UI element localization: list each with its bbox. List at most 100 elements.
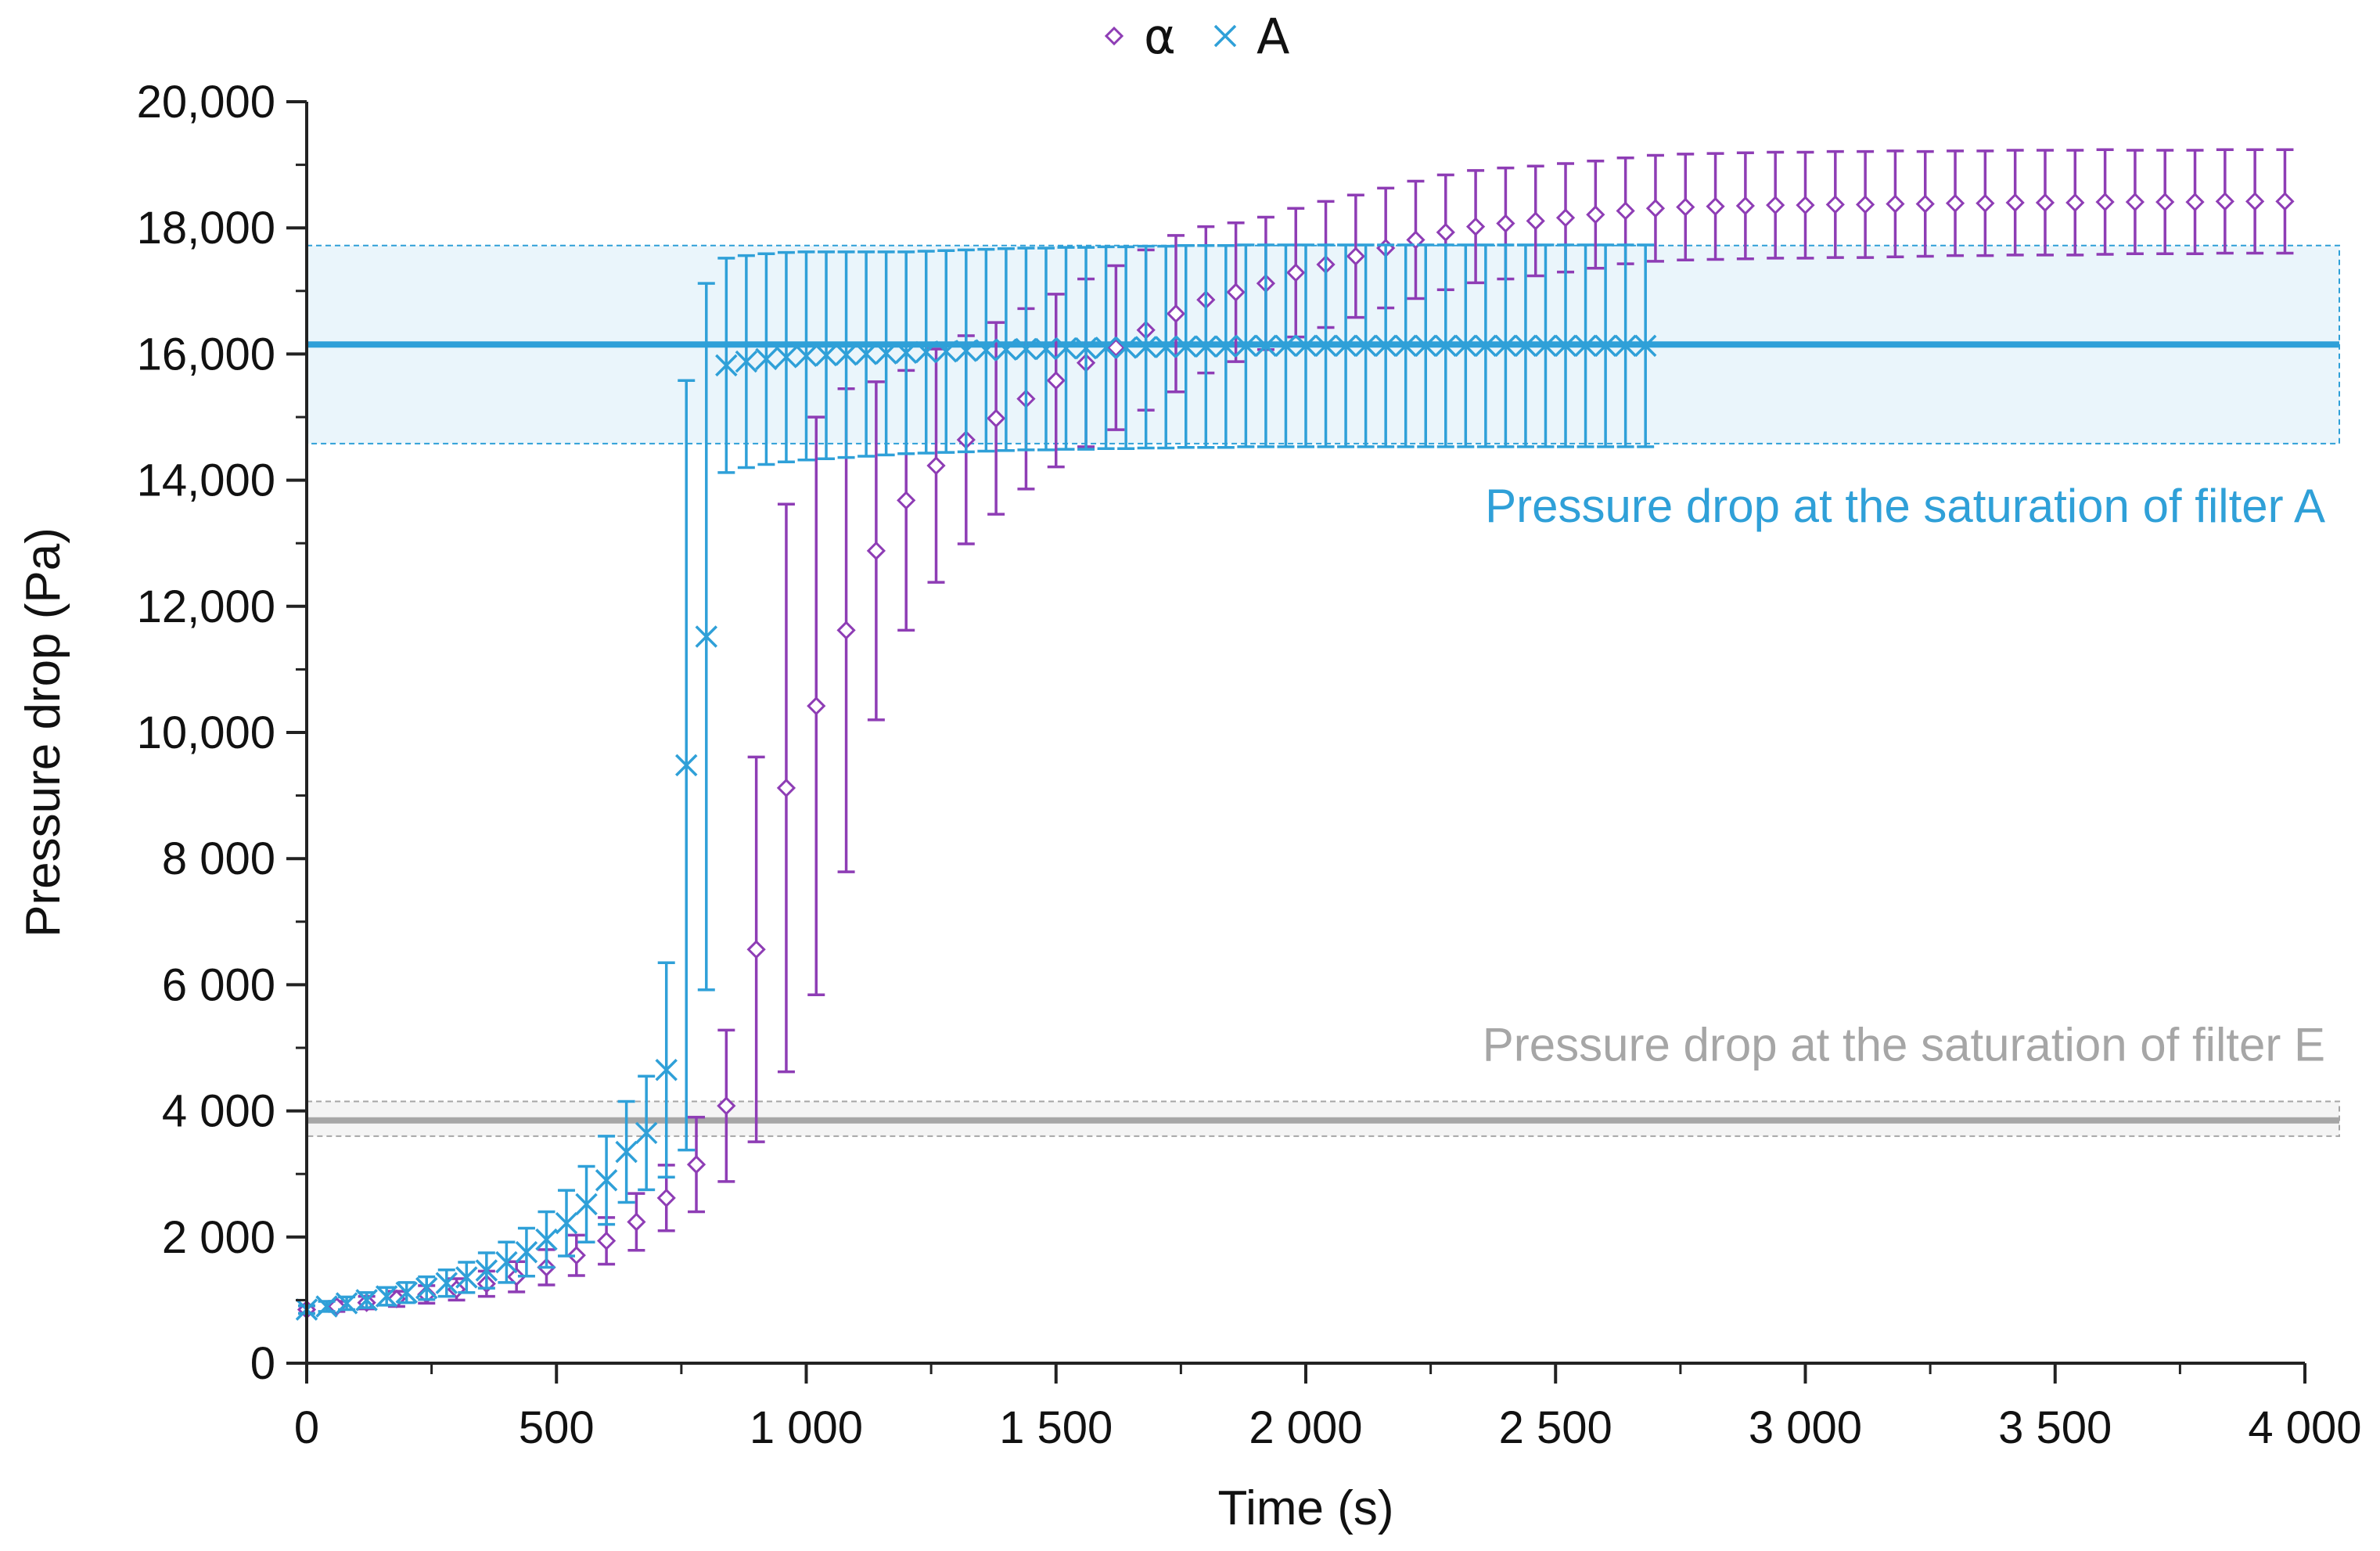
tick-marks: 0 2 000 4 000 6 000 8 000 10,000 12,000 14,000 1… (137, 77, 2362, 1453)
data-point (1095, 336, 1117, 359)
data-point (2245, 192, 2265, 211)
data-point (1855, 195, 1875, 214)
x-tick-label: 3 500 (1998, 1402, 2112, 1453)
data-point (515, 1240, 538, 1264)
y-tick-label: 10,000 (137, 707, 275, 758)
data-point (1676, 197, 1695, 217)
data-point (575, 1193, 598, 1216)
legend-label-a: A (1257, 8, 1289, 65)
x-tick-label: 1 000 (750, 1402, 863, 1453)
annotation-filter-e: Pressure drop at the saturation of filte… (1483, 1019, 2325, 1071)
x-tick-label: 4 000 (2248, 1402, 2361, 1453)
data-point (2095, 193, 2115, 212)
data-point (955, 340, 978, 362)
data-point (836, 621, 856, 640)
data-point (735, 350, 758, 373)
data-point (994, 338, 1018, 361)
data-point (655, 1058, 678, 1081)
y-tick-label: 18,000 (137, 203, 275, 254)
y-tick-label: 6 000 (162, 959, 275, 1010)
data-point (2275, 192, 2295, 211)
data-point (1555, 208, 1576, 228)
data-point (2185, 193, 2205, 212)
data-point (627, 1212, 646, 1232)
data-point (1735, 196, 1756, 216)
x-tick-label: 0 (294, 1402, 319, 1453)
data-point (755, 347, 778, 371)
data-point (2065, 193, 2085, 213)
data-point (1886, 194, 1905, 214)
data-point (2155, 193, 2175, 212)
data-point (1074, 336, 1098, 360)
data-point (395, 1281, 418, 1304)
data-point (1274, 334, 1297, 358)
data-point (1294, 334, 1318, 358)
x-tick-label: 1 500 (999, 1402, 1113, 1453)
data-point (1015, 337, 1037, 361)
data-point (335, 1292, 358, 1315)
data-point (915, 340, 937, 364)
data-point (1474, 334, 1497, 358)
data-point (1415, 334, 1437, 358)
data-point (854, 343, 878, 365)
y-tick-label: 0 (250, 1338, 275, 1389)
data-point (1574, 334, 1597, 358)
data-point (375, 1285, 398, 1308)
data-point (1214, 335, 1238, 358)
data-point (695, 625, 718, 648)
data-point (1645, 199, 1666, 218)
data-point (1554, 334, 1577, 358)
data-point (1055, 336, 1077, 360)
data-point (1436, 222, 1455, 242)
data-point (1706, 196, 1725, 216)
data-point (475, 1259, 498, 1282)
data-point (435, 1272, 458, 1294)
data-point (1534, 334, 1557, 358)
data-point (875, 342, 897, 365)
y-tick-label: 20,000 (137, 77, 275, 128)
x-tick-label: 500 (519, 1402, 595, 1453)
y-tick-label: 2 000 (162, 1212, 275, 1263)
data-point (2035, 193, 2055, 213)
data-point (1976, 193, 1995, 213)
data-point (1496, 214, 1515, 233)
data-series (295, 148, 2295, 1321)
legend-label-alpha: α (1144, 8, 1176, 65)
data-point (1226, 282, 1246, 302)
data-point (495, 1251, 518, 1274)
data-point (1526, 211, 1545, 231)
data-point (566, 1246, 586, 1265)
data-point (1586, 205, 1605, 225)
data-point (1514, 334, 1537, 358)
data-point (795, 344, 818, 368)
data-point (1154, 336, 1177, 358)
data-point (686, 1154, 706, 1175)
y-tick-label: 14,000 (137, 455, 275, 506)
data-point (415, 1276, 438, 1300)
data-point (1915, 194, 1935, 214)
data-point (1235, 334, 1257, 358)
data-point (507, 1267, 527, 1287)
data-point (814, 344, 838, 367)
y-axis-title: Pressure drop (Pa) (16, 527, 70, 937)
data-point (1796, 196, 1815, 215)
data-point (935, 340, 958, 363)
legend-marker-shape (1213, 24, 1237, 48)
legend: α A (1104, 8, 1289, 65)
data-point (1334, 334, 1357, 358)
data-point (1616, 201, 1635, 221)
series-a (295, 243, 1657, 1321)
data-point (987, 408, 1006, 428)
data-point (1254, 334, 1278, 358)
data-point (1134, 336, 1157, 358)
data-point (1034, 337, 1058, 361)
data-point (1614, 334, 1637, 358)
data-point (866, 541, 886, 560)
reference-bands (306, 244, 2340, 1137)
data-point (1465, 217, 1486, 236)
data-point (675, 754, 698, 777)
data-point (1594, 334, 1617, 358)
band-annotations: Pressure drop at the saturation of filte… (1483, 480, 2325, 1071)
data-point (807, 696, 826, 716)
